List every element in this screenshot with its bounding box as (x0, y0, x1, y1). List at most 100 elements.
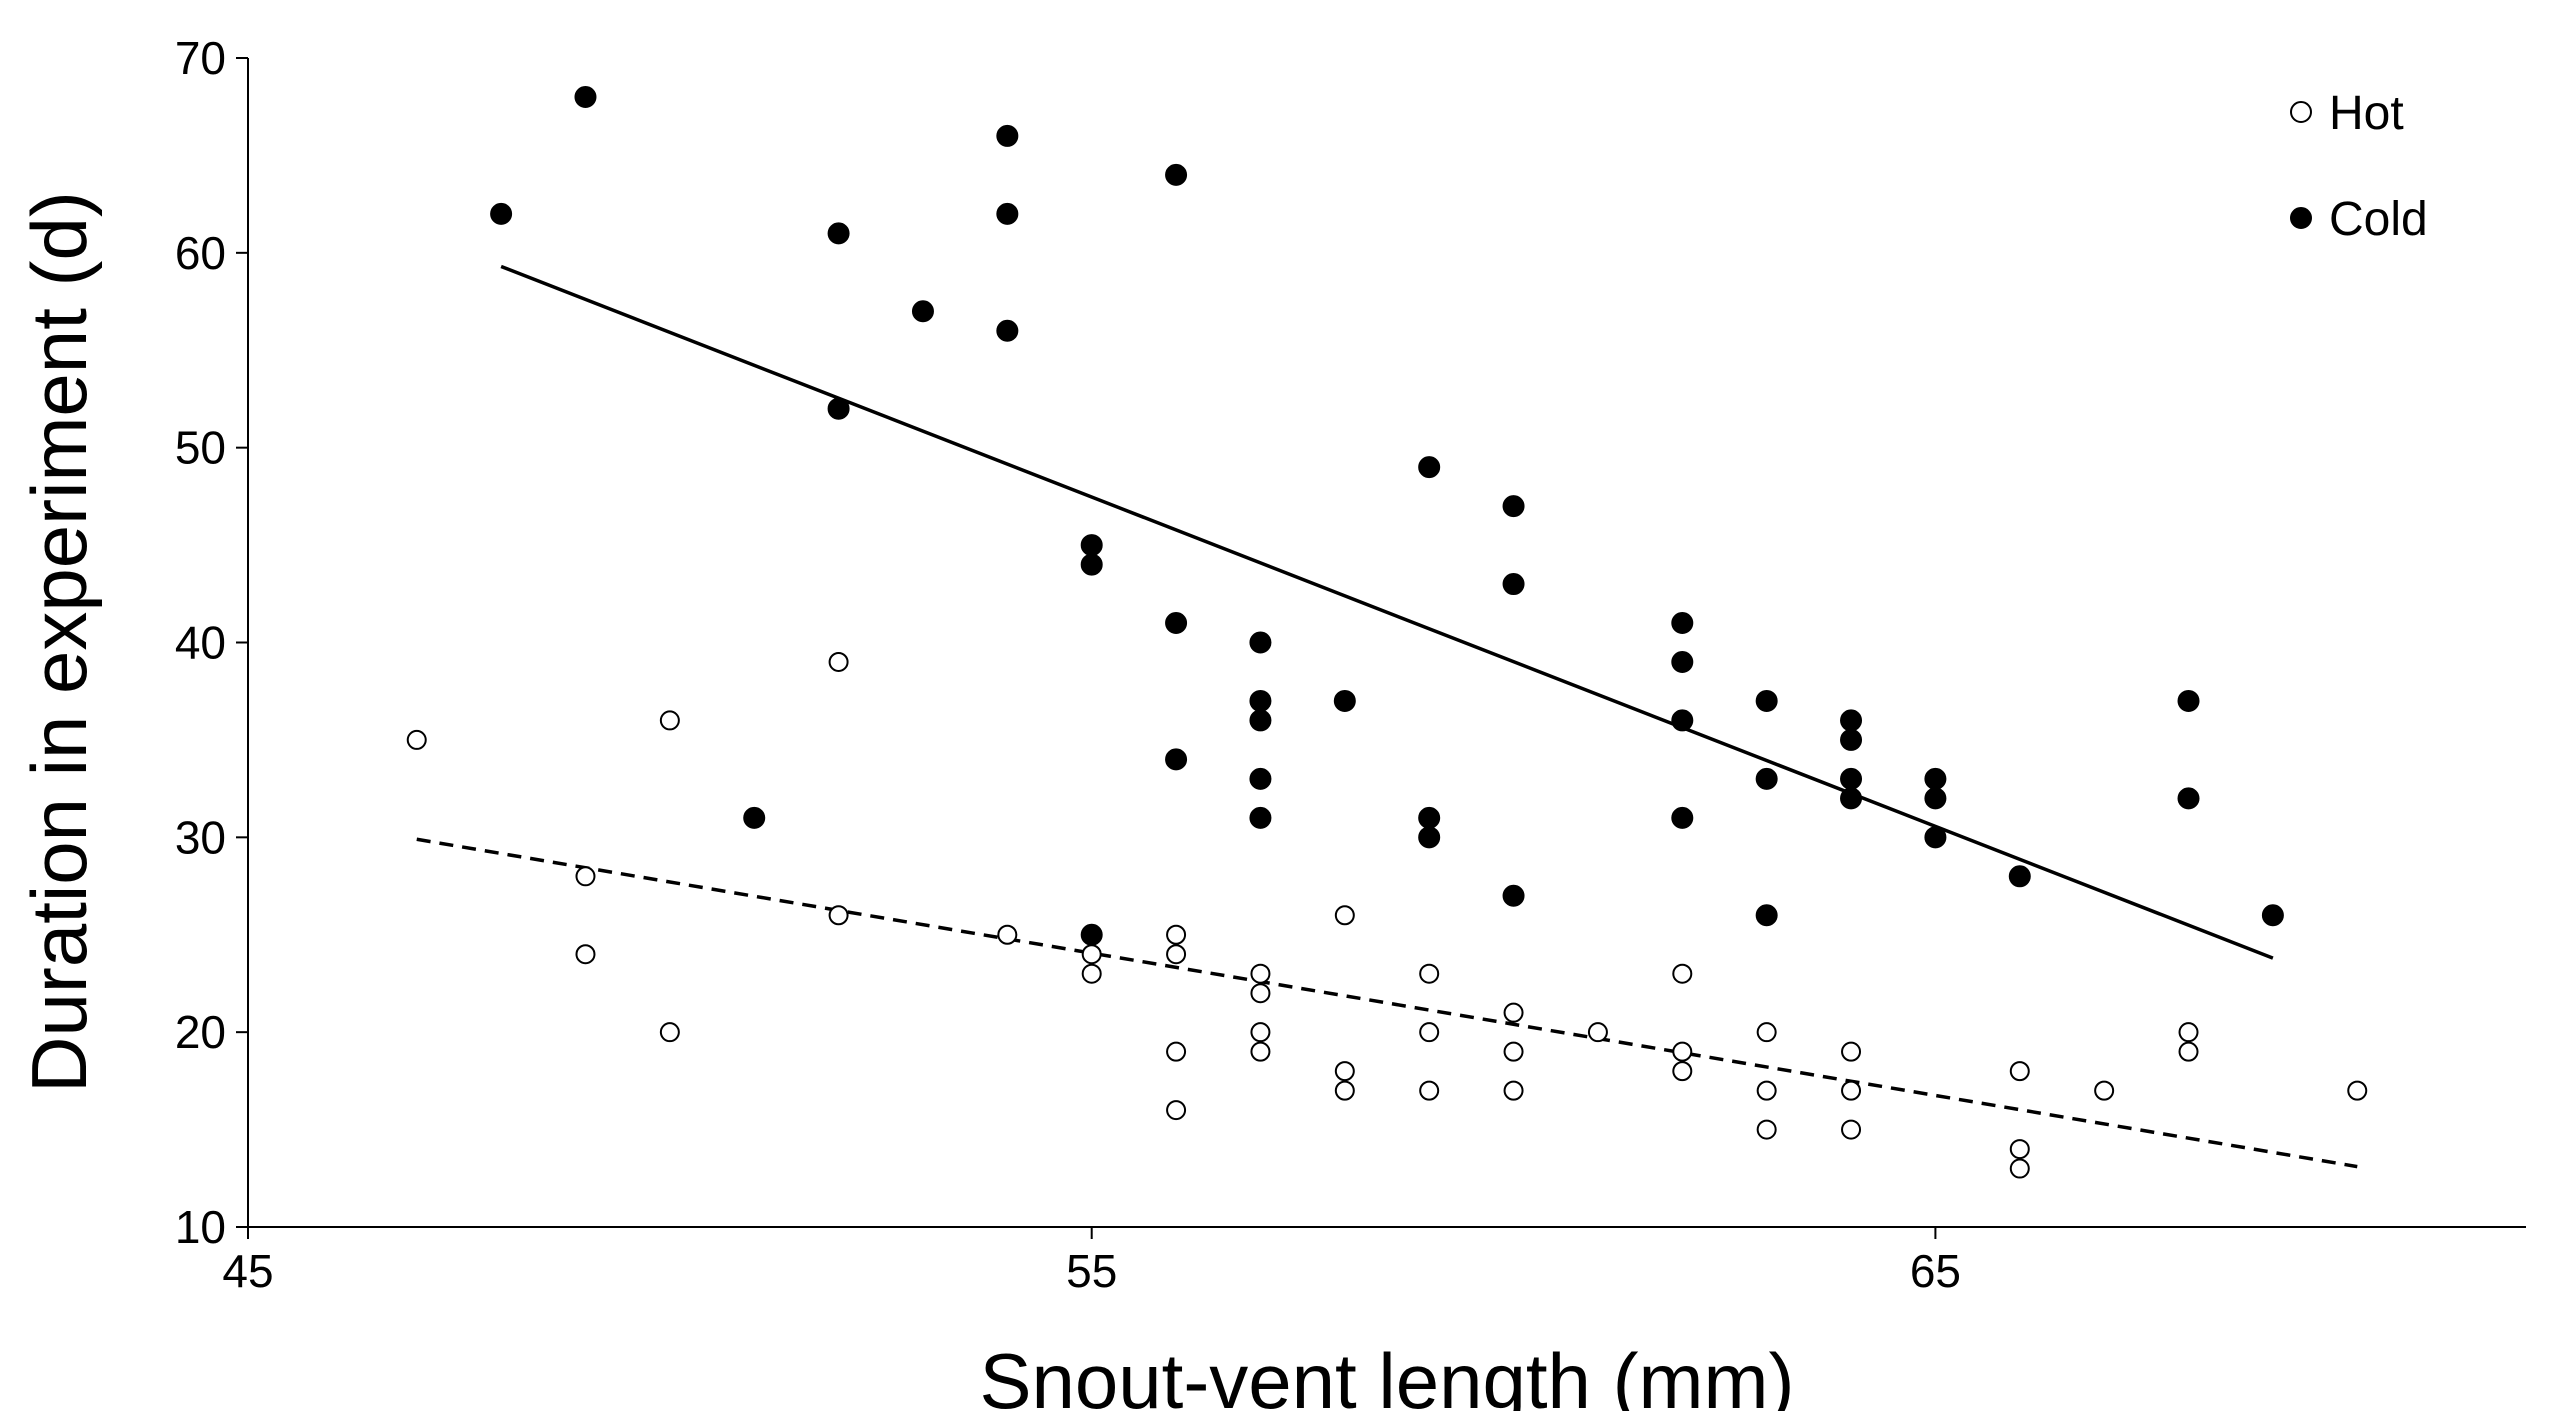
point (828, 651, 849, 672)
point (1672, 1061, 1693, 1082)
y-tick-label: 40 (175, 617, 226, 669)
point (1249, 806, 1272, 829)
point (1755, 767, 1778, 790)
point (1080, 534, 1103, 557)
point (1250, 983, 1271, 1004)
x-tick-label: 65 (1910, 1245, 1961, 1297)
point (1166, 1100, 1187, 1121)
point (2178, 1041, 2199, 1062)
trend-line (416, 837, 2358, 1169)
point (1502, 573, 1525, 596)
point (1166, 924, 1187, 945)
point (574, 85, 597, 108)
point (1756, 1022, 1777, 1043)
legend-label: Hot (2329, 87, 2404, 140)
x-axis-title: Snout-vent length (mm) (979, 1337, 1794, 1411)
point (743, 806, 766, 829)
point (1249, 689, 1272, 712)
point (1503, 1041, 1524, 1062)
point (1755, 689, 1778, 712)
point (1924, 767, 1947, 790)
point (1671, 806, 1694, 829)
y-tick-label: 60 (175, 227, 226, 279)
point (1334, 1061, 1355, 1082)
point (1250, 963, 1271, 984)
point (1166, 944, 1187, 965)
point (2008, 865, 2031, 888)
point (659, 710, 680, 731)
point (1419, 1080, 1440, 1101)
point (1419, 1022, 1440, 1043)
y-tick-label: 50 (175, 422, 226, 474)
x-tick-label: 55 (1066, 1245, 1117, 1297)
point (1334, 905, 1355, 926)
point (1671, 612, 1694, 635)
point (1840, 728, 1863, 751)
point (1249, 709, 1272, 732)
point (1081, 944, 1102, 965)
point (2009, 1061, 2030, 1082)
point (1840, 767, 1863, 790)
point (1333, 689, 1356, 712)
point (1081, 963, 1102, 984)
y-tick-label: 20 (175, 1006, 226, 1058)
point (2009, 1139, 2030, 1160)
x-tick-label: 45 (222, 1245, 273, 1297)
point (996, 124, 1019, 147)
point (2009, 1158, 2030, 1179)
point (1840, 787, 1863, 810)
point (1249, 631, 1272, 654)
point (1755, 904, 1778, 927)
point (659, 1022, 680, 1043)
point (1756, 1080, 1777, 1101)
y-tick-label: 30 (175, 811, 226, 863)
point (1165, 163, 1188, 186)
legend-marker (2290, 101, 2312, 123)
point (1080, 923, 1103, 946)
point (575, 866, 596, 887)
legend-marker (2290, 207, 2312, 229)
y-tick-label: 70 (175, 32, 226, 84)
point (1587, 1022, 1608, 1043)
point (996, 202, 1019, 225)
point (2177, 689, 2200, 712)
point (1418, 456, 1441, 479)
point (2261, 904, 2284, 927)
point (1924, 826, 1947, 849)
point (1672, 963, 1693, 984)
point (1418, 826, 1441, 849)
point (827, 397, 850, 420)
point (1165, 748, 1188, 771)
point (827, 222, 850, 245)
point (1334, 1080, 1355, 1101)
point (2347, 1080, 2368, 1101)
point (911, 300, 934, 323)
point (2094, 1080, 2115, 1101)
point (1502, 495, 1525, 518)
point (1924, 787, 1947, 810)
point (996, 319, 1019, 342)
point (406, 729, 427, 750)
point (2177, 787, 2200, 810)
point (490, 202, 513, 225)
point (828, 905, 849, 926)
point (575, 944, 596, 965)
point (997, 924, 1018, 945)
point (1250, 1041, 1271, 1062)
point (1671, 650, 1694, 673)
legend-label: Cold (2329, 193, 2428, 246)
point (1250, 1022, 1271, 1043)
point (1841, 1080, 1862, 1101)
point (2178, 1022, 2199, 1043)
point (1756, 1119, 1777, 1140)
point (1672, 1041, 1693, 1062)
point (1840, 709, 1863, 732)
point (1841, 1041, 1862, 1062)
point (1503, 1080, 1524, 1101)
point (1502, 884, 1525, 907)
trend-line (500, 264, 2274, 960)
point (1503, 1002, 1524, 1023)
point (1249, 767, 1272, 790)
point (1418, 806, 1441, 829)
